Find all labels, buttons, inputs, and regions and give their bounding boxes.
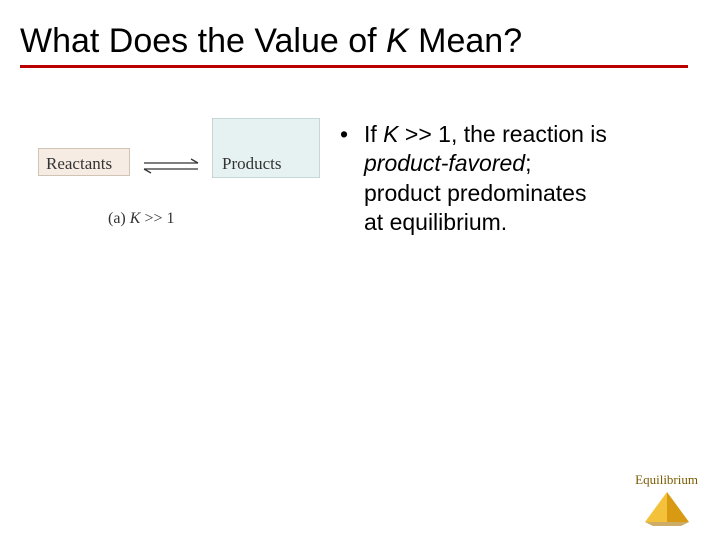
title-post: Mean? — [409, 22, 522, 60]
equilibrium-figure: Reactants Products (a) K >> 1 — [0, 118, 340, 238]
caption-k: K — [130, 210, 141, 227]
footer-badge: Equilibrium — [635, 472, 698, 526]
b-l2-pf: product-favored — [364, 150, 525, 176]
bullet-text: If K >> 1, the reaction is product-favor… — [364, 120, 670, 238]
bullet-list: • If K >> 1, the reaction is product-fav… — [340, 118, 700, 238]
b-l2-semi: ; — [525, 150, 531, 176]
title-k: K — [386, 22, 409, 60]
products-label: Products — [222, 154, 282, 174]
bullet-item: • If K >> 1, the reaction is product-fav… — [340, 120, 670, 238]
b-l3: product predominates — [364, 180, 586, 206]
b-l1-post: >> 1, the reaction is — [399, 121, 607, 147]
b-l1-pre: If — [364, 121, 383, 147]
reaction-diagram: Reactants Products (a) K >> 1 — [38, 118, 340, 238]
footer-label: Equilibrium — [635, 472, 698, 488]
caption-rest: >> 1 — [140, 210, 174, 227]
equilibrium-arrows-icon — [138, 156, 204, 176]
content-row: Reactants Products (a) K >> 1 • If K >> … — [0, 68, 720, 238]
slide-title: What Does the Value of K Mean? — [0, 0, 720, 65]
figure-caption: (a) K >> 1 — [108, 210, 174, 228]
title-pre: What Does the Value of — [20, 22, 386, 60]
pyramid-icon — [641, 490, 693, 526]
reactants-label: Reactants — [46, 154, 112, 174]
caption-a: (a) — [108, 210, 130, 227]
b-l4: at equilibrium. — [364, 209, 507, 235]
b-l1-k: K — [383, 121, 398, 147]
bullet-dot: • — [340, 120, 364, 238]
